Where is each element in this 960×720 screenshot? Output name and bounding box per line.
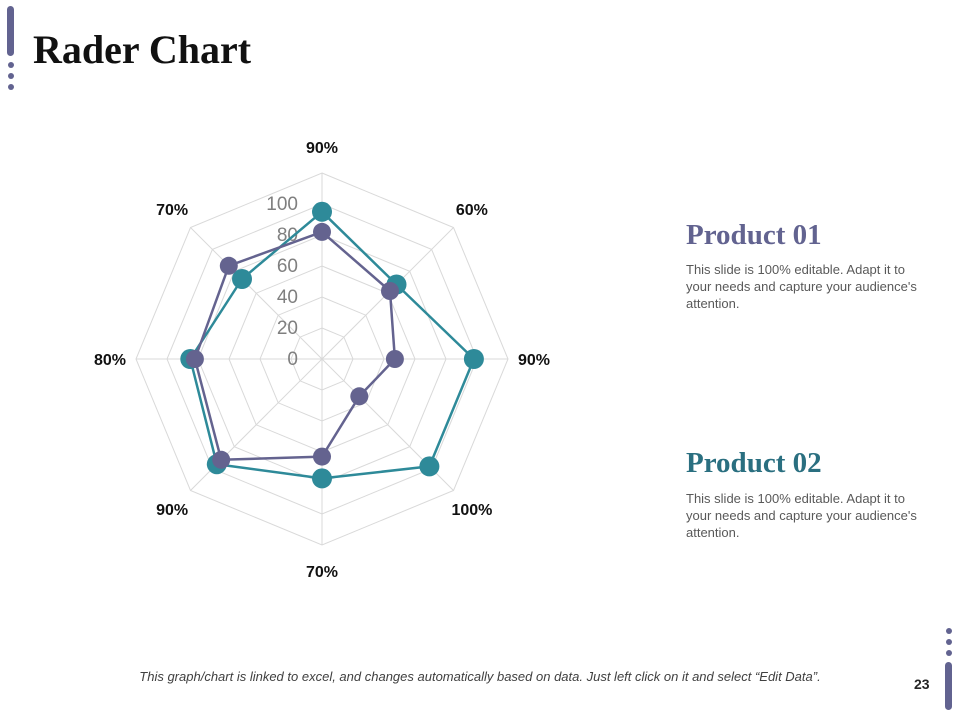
accent-dot <box>946 639 952 645</box>
slide-title: Rader Chart <box>33 27 252 72</box>
radial-tick-label: 80 <box>277 225 298 246</box>
category-label: 90% <box>306 140 338 157</box>
category-label: 90% <box>156 502 188 519</box>
product-01-description: This slide is 100% editable. Adapt it to… <box>686 262 917 311</box>
product-02-title: Product 02 <box>686 447 822 479</box>
category-label: 90% <box>518 352 550 369</box>
data-point <box>312 201 332 222</box>
category-label: 100% <box>451 502 492 519</box>
data-point <box>419 456 440 477</box>
radial-tick-label: 20 <box>277 318 298 339</box>
data-point <box>381 282 399 300</box>
accent-dot <box>8 62 14 68</box>
radial-tick-label: 60 <box>277 256 298 277</box>
data-point <box>313 222 331 241</box>
radial-tick-label: 0 <box>287 349 298 370</box>
data-point <box>312 468 332 489</box>
accent-bar-top-left <box>7 6 14 56</box>
category-label: 80% <box>94 352 126 369</box>
product-02-description: This slide is 100% editable. Adapt it to… <box>686 491 917 540</box>
data-point <box>185 350 204 368</box>
accent-dot <box>8 84 14 90</box>
data-point <box>212 450 231 469</box>
data-point <box>232 269 252 289</box>
data-point <box>385 350 404 368</box>
accent-dot <box>946 628 952 634</box>
category-label: 60% <box>456 202 488 219</box>
accent-bar-bottom-right <box>945 662 952 710</box>
footnote: This graph/chart is linked to excel, and… <box>139 669 821 684</box>
accent-dot <box>8 73 14 79</box>
category-label: 70% <box>156 202 188 219</box>
data-point <box>350 387 369 406</box>
data-point <box>313 447 331 466</box>
radial-tick-label: 100 <box>266 194 298 215</box>
category-label: 70% <box>306 564 338 581</box>
accent-dot <box>946 650 952 656</box>
radial-tick-label: 40 <box>277 287 298 308</box>
product-01-title: Product 01 <box>686 219 822 251</box>
grid-spoke <box>190 227 323 360</box>
page-number: 23 <box>914 676 930 692</box>
data-point <box>219 256 238 275</box>
data-point <box>463 349 484 369</box>
